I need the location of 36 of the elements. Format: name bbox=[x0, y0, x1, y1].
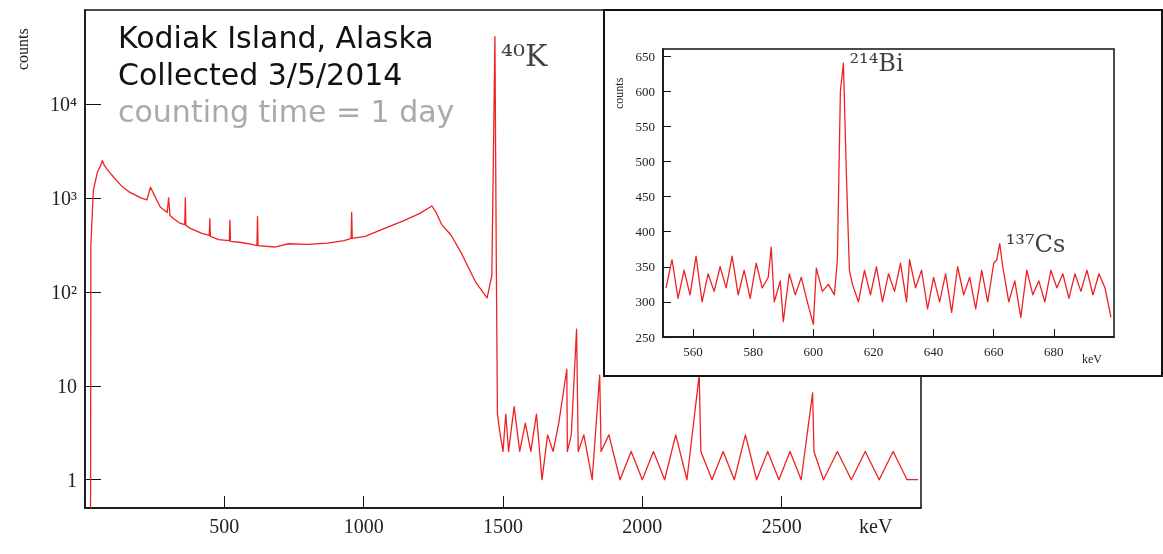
annotation: counting time = 1 day bbox=[118, 93, 455, 129]
y-tick-label: 600 bbox=[635, 83, 655, 99]
annotation: ¹³⁷Cs bbox=[1005, 229, 1066, 258]
y-tick-label: 1 bbox=[67, 468, 77, 491]
annotation: ²¹⁴Bi bbox=[849, 49, 904, 78]
y-tick-label: 10² bbox=[51, 280, 77, 303]
x-tick-label: 500 bbox=[209, 515, 240, 537]
x-tick-label: 1500 bbox=[483, 515, 523, 537]
x-tick-label: 600 bbox=[803, 344, 824, 359]
y-tick-label: 10⁴ bbox=[50, 92, 78, 115]
annotation: ⁴⁰K bbox=[500, 38, 548, 74]
y-axis-title: counts bbox=[612, 77, 626, 109]
annotation: Kodiak Island, Alaska bbox=[118, 19, 434, 55]
y-tick-label: 650 bbox=[635, 48, 655, 64]
y-tick-label: 500 bbox=[635, 153, 655, 169]
x-tick-label: 640 bbox=[923, 344, 944, 359]
y-tick-label: 450 bbox=[635, 189, 655, 205]
x-tick-label: 560 bbox=[683, 344, 703, 359]
x-tick-label: 2500 bbox=[761, 515, 802, 537]
x-tick-label: 2000 bbox=[622, 515, 663, 537]
x-tick-label: 680 bbox=[1044, 344, 1064, 359]
x-axis-title: keV bbox=[859, 515, 893, 537]
x-axis-title: keV bbox=[1082, 352, 1103, 366]
x-tick-label: 620 bbox=[863, 344, 884, 359]
x-tick-label: 1000 bbox=[343, 515, 384, 537]
x-tick-label: 580 bbox=[743, 344, 763, 359]
y-tick-label: 10 bbox=[57, 374, 77, 397]
y-tick-label: 10³ bbox=[51, 186, 77, 209]
y-tick-label: 550 bbox=[635, 118, 655, 134]
x-tick-label: 660 bbox=[983, 344, 1004, 359]
y-tick-label: 400 bbox=[635, 224, 655, 240]
y-tick-label: 350 bbox=[635, 259, 655, 275]
y-tick-label: 250 bbox=[635, 329, 655, 345]
annotation: Collected 3/5/2014 bbox=[118, 56, 403, 92]
y-axis-title: counts bbox=[13, 28, 31, 70]
y-tick-label: 300 bbox=[635, 294, 655, 310]
